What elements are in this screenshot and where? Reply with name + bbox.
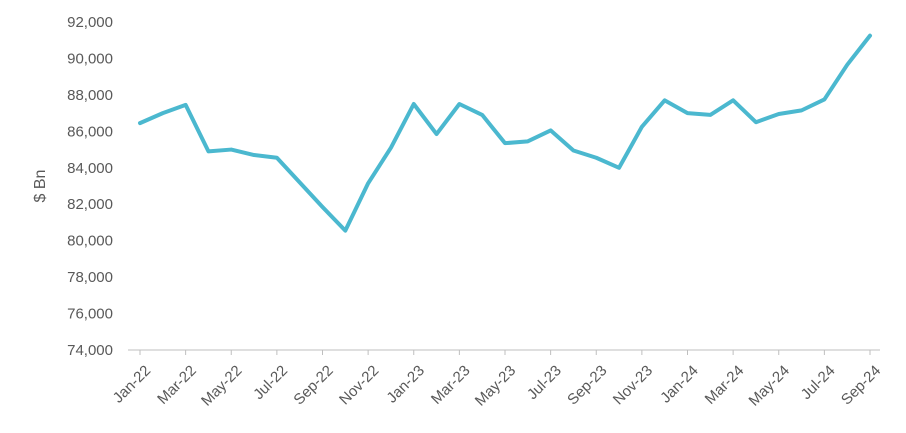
x-tick-label: Sep-22: [290, 362, 336, 408]
y-tick-label: 84,000: [67, 160, 113, 177]
x-tick-label: Nov-22: [336, 362, 382, 408]
y-tick-label: 90,000: [67, 50, 113, 67]
y-tick-label: 88,000: [67, 87, 113, 104]
x-tick-label: Mar-22: [154, 362, 200, 408]
x-tick-label: Nov-23: [610, 362, 656, 408]
x-tick-label: Sep-23: [564, 362, 610, 408]
x-tick-label: Jul-23: [524, 362, 565, 403]
x-tick-label: May-22: [198, 362, 245, 409]
x-tick-label: May-23: [472, 362, 519, 409]
y-tick-label: 74,000: [67, 342, 113, 359]
y-tick-label: 82,000: [67, 196, 113, 213]
x-tick-label: Jul-24: [798, 362, 839, 403]
y-axis-title: $ Bn: [32, 170, 49, 203]
y-axis-ticks: 74,000 76,000 78,000 80,000 82,000 84,000 86,0…: [67, 14, 113, 359]
y-tick-label: 76,000: [67, 306, 113, 323]
y-tick-label: 86,000: [67, 123, 113, 140]
x-tick-label: May-24: [746, 362, 793, 409]
x-tick-label: Sep-24: [838, 362, 884, 408]
x-tick-label: Jul-22: [250, 362, 291, 403]
y-tick-label: 92,000: [67, 14, 113, 31]
x-tick-label: Jan-22: [110, 362, 154, 406]
y-tick-label: 80,000: [67, 233, 113, 250]
x-tick-label: Mar-24: [702, 362, 748, 408]
x-tick-label: Jan-24: [657, 362, 701, 406]
y-tick-label: 78,000: [67, 269, 113, 286]
x-axis-tickmarks: [139, 350, 871, 355]
series-line: [138, 33, 872, 233]
x-tick-label: Jan-23: [383, 362, 427, 406]
x-tick-label: Mar-23: [428, 362, 474, 408]
